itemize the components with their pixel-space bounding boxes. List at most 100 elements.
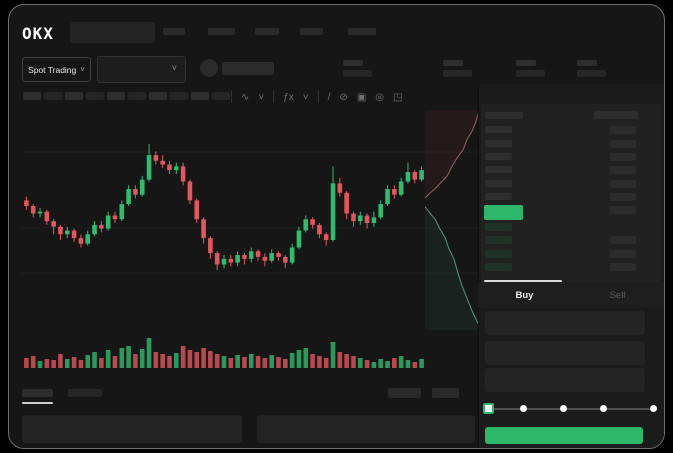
tab-buy[interactable]: Buy (515, 289, 534, 301)
nav-item[interactable] (348, 28, 376, 35)
timeframe-button[interactable] (170, 92, 188, 100)
search-input[interactable] (70, 22, 155, 43)
chevron-down-icon[interactable]: ˅ (258, 91, 265, 103)
timeframe-button[interactable] (65, 92, 83, 100)
fullscreen-icon[interactable]: ◳ (393, 91, 403, 103)
bottom-panel (257, 415, 475, 443)
candle-body (105, 215, 111, 229)
indicators-icon[interactable]: ƒx (283, 91, 294, 103)
slider-stop-dot[interactable] (649, 405, 657, 412)
volume-bar (276, 357, 281, 368)
candle-body (235, 255, 240, 263)
measure-icon[interactable]: ⊘ (339, 91, 348, 103)
candle-body (78, 238, 84, 244)
volume-bar (392, 358, 397, 368)
candle-body (85, 234, 91, 244)
slider-stop-dot[interactable] (559, 405, 567, 412)
bid-price-placeholder[interactable] (485, 250, 512, 258)
bid-size-placeholder[interactable] (610, 250, 636, 258)
timeframe-button[interactable] (128, 92, 146, 100)
timeframe-button[interactable] (23, 92, 41, 100)
chevron-down-icon[interactable]: ˅ (302, 91, 309, 103)
volume-bar (357, 358, 363, 368)
volume-bar (296, 350, 302, 368)
camera-icon[interactable]: ▣ (356, 91, 367, 103)
ask-price-placeholder[interactable] (485, 153, 512, 160)
ask-price-placeholder[interactable] (485, 140, 512, 147)
order-input[interactable] (485, 368, 645, 392)
ask-size-placeholder[interactable] (610, 140, 636, 148)
timeframe-button[interactable] (191, 92, 209, 100)
ask-size-placeholder[interactable] (610, 166, 636, 174)
candle-body (242, 255, 247, 259)
candle-body (44, 211, 50, 222)
tab-sell[interactable]: Sell (609, 289, 626, 301)
nav-item[interactable] (208, 28, 235, 35)
ask-price-placeholder[interactable] (485, 166, 512, 173)
okx-logo: OKX (22, 24, 54, 43)
amount-slider[interactable] (487, 408, 653, 410)
bid-size-placeholder[interactable] (610, 236, 636, 244)
candle-body (255, 251, 261, 257)
place-order-button[interactable] (485, 427, 643, 444)
order-input[interactable] (485, 311, 645, 335)
nav-item[interactable] (255, 28, 279, 35)
settings-icon[interactable]: ◎ (375, 91, 384, 103)
bottom-action-button[interactable] (432, 388, 459, 398)
slider-stop-dot[interactable] (520, 405, 528, 412)
ask-price-placeholder[interactable] (485, 180, 512, 187)
candle-body (139, 179, 145, 195)
chart-type-icon[interactable]: ∿ (241, 91, 250, 103)
candle-body (64, 230, 70, 235)
timeframe-button[interactable] (212, 92, 230, 100)
line-tools-icon[interactable]: / (327, 91, 331, 103)
bid-price-placeholder[interactable] (485, 236, 512, 244)
timeframe-button[interactable] (86, 92, 104, 100)
bottom-tab[interactable] (68, 389, 102, 397)
bottom-action-button[interactable] (388, 388, 421, 398)
volume-bar (330, 342, 336, 368)
order-input[interactable] (485, 341, 645, 365)
nav-item[interactable] (163, 28, 185, 35)
toolbar-divider (273, 91, 275, 103)
candle-body (71, 230, 77, 239)
ask-size-placeholder[interactable] (610, 153, 636, 161)
depth-bid-line (424, 206, 478, 324)
amount-slider-handle[interactable] (483, 403, 494, 414)
volume-bar (174, 353, 179, 368)
timeframe-button[interactable] (149, 92, 167, 100)
price-chart[interactable] (20, 108, 478, 370)
volume-bar (194, 352, 200, 368)
ask-price-placeholder[interactable] (485, 126, 512, 133)
market-type-dropdown[interactable]: Spot Trading ˅ (22, 57, 91, 82)
timeframe-button[interactable] (44, 92, 62, 100)
ask-price-placeholder[interactable] (485, 193, 512, 200)
pair-name-placeholder (222, 62, 274, 75)
bid-size-placeholder[interactable] (610, 263, 636, 271)
timeframe-button[interactable] (107, 92, 125, 100)
volume-bar (133, 354, 138, 368)
volume-bar (71, 357, 77, 368)
volume-bar (228, 358, 234, 368)
pair-selector-dropdown[interactable]: ˅ (97, 56, 186, 83)
ask-size-placeholder[interactable] (610, 193, 636, 201)
candle-body (126, 189, 131, 205)
nav-item[interactable] (300, 28, 323, 35)
volume-bar (344, 354, 349, 368)
candle-body (289, 247, 295, 263)
market-type-label: Spot Trading (28, 64, 77, 75)
candle-body (351, 213, 356, 222)
pair-icon (200, 59, 218, 77)
bid-price-placeholder[interactable] (485, 263, 512, 271)
volume-bar (119, 348, 125, 368)
ask-size-placeholder[interactable] (610, 180, 636, 188)
volume-bar (99, 358, 104, 368)
ask-size-placeholder[interactable] (610, 126, 636, 134)
candle-body (180, 166, 186, 182)
candle-body (58, 226, 63, 235)
bid-price-placeholder[interactable] (485, 223, 512, 231)
bottom-tab-active[interactable] (22, 389, 53, 397)
depth-ask-line (424, 114, 478, 199)
candle-body (378, 204, 384, 218)
slider-stop-dot[interactable] (599, 405, 607, 412)
